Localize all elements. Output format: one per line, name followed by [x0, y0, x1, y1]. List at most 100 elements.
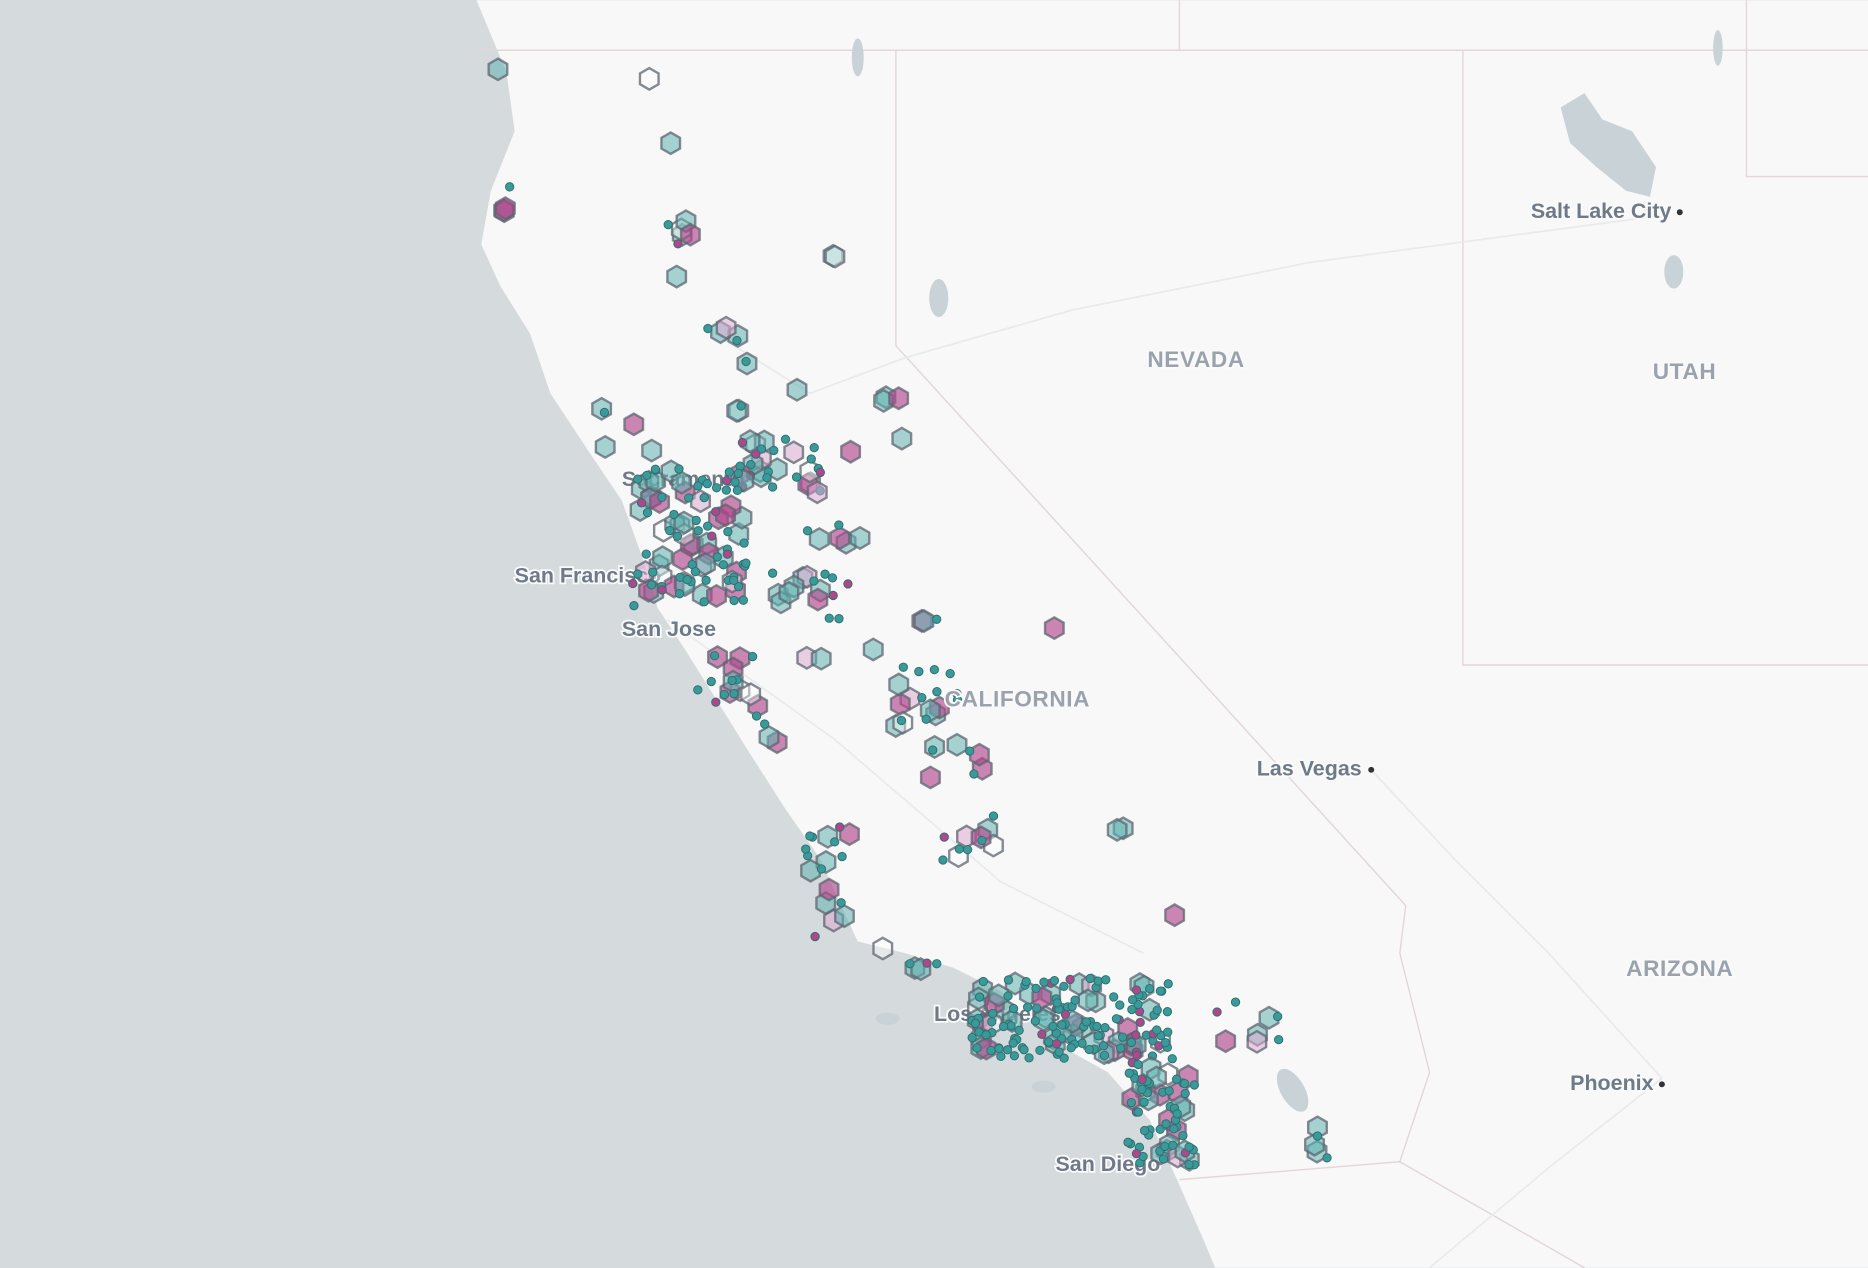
point	[827, 573, 838, 583]
point	[1019, 1045, 1029, 1055]
point	[727, 675, 737, 686]
point	[1160, 1037, 1171, 1048]
point	[780, 434, 791, 444]
city-label: Las Vegas	[1257, 756, 1362, 780]
point	[767, 568, 778, 578]
point	[952, 695, 963, 705]
point	[599, 407, 610, 418]
point	[905, 959, 915, 969]
point	[1111, 1014, 1122, 1024]
point	[1127, 995, 1138, 1005]
point	[1117, 1032, 1128, 1042]
hexbin	[968, 742, 990, 767]
point	[703, 323, 713, 334]
point	[805, 831, 815, 841]
point	[929, 665, 940, 675]
hexbin	[808, 526, 830, 552]
point	[1126, 1037, 1136, 1048]
hexbin	[891, 426, 913, 451]
point	[746, 460, 756, 470]
point	[701, 575, 711, 585]
point	[663, 220, 673, 230]
point	[1274, 1035, 1284, 1045]
city-dot	[1368, 766, 1375, 773]
point	[1131, 985, 1142, 995]
point	[969, 769, 979, 779]
hexbin	[623, 412, 645, 437]
point	[1137, 1084, 1147, 1094]
point	[1155, 1124, 1165, 1135]
hexbin	[829, 526, 851, 551]
point	[896, 715, 907, 726]
hexbin	[740, 682, 762, 707]
hexbin	[849, 525, 871, 551]
point	[932, 959, 942, 969]
point	[741, 356, 751, 367]
point	[988, 811, 999, 821]
point	[760, 719, 770, 729]
point	[828, 590, 838, 601]
hexbin	[786, 377, 808, 402]
point	[721, 476, 732, 486]
point	[1131, 1148, 1142, 1159]
hexbin	[872, 936, 894, 961]
point	[1164, 1086, 1174, 1096]
point	[1109, 992, 1119, 1002]
point	[730, 477, 740, 487]
point	[1030, 1016, 1040, 1026]
point	[1168, 1140, 1178, 1150]
point	[1178, 1131, 1188, 1141]
point	[711, 483, 722, 493]
city-dot	[1658, 1081, 1665, 1088]
hexbin	[778, 580, 800, 605]
point	[1115, 1000, 1125, 1010]
point	[965, 746, 975, 756]
point	[739, 538, 749, 548]
point	[1044, 1037, 1054, 1047]
hexbin	[594, 434, 616, 460]
point	[1189, 1080, 1200, 1090]
point	[706, 676, 716, 687]
point	[1100, 1023, 1110, 1033]
hexbin	[739, 429, 761, 454]
point	[1101, 975, 1111, 985]
point	[718, 560, 729, 570]
point	[682, 574, 692, 585]
point	[1160, 1141, 1170, 1152]
point	[1032, 1003, 1042, 1013]
point	[1180, 1088, 1190, 1099]
hexbin	[641, 438, 663, 463]
point	[816, 864, 827, 874]
point	[767, 482, 778, 492]
point	[1184, 1159, 1194, 1170]
point	[978, 976, 988, 987]
point	[1054, 1047, 1064, 1057]
point	[648, 567, 658, 577]
hexbin	[888, 386, 910, 411]
hexbin	[1077, 988, 1099, 1013]
point	[672, 531, 683, 541]
point	[690, 566, 701, 577]
point	[843, 579, 853, 589]
point	[1116, 1043, 1126, 1053]
point	[1169, 1124, 1179, 1134]
point	[732, 485, 743, 495]
point	[728, 575, 739, 586]
point	[1009, 1051, 1020, 1061]
point	[1172, 1109, 1182, 1119]
hexbin-layer	[487, 57, 1332, 1172]
point	[1035, 1045, 1045, 1056]
point	[1093, 1031, 1103, 1041]
hexbin	[1043, 615, 1065, 641]
hexbin	[806, 480, 828, 505]
hexbin	[913, 608, 935, 634]
land	[476, 0, 1868, 1268]
point	[824, 613, 834, 623]
point	[1152, 1025, 1162, 1035]
point	[711, 697, 721, 707]
point	[1059, 1053, 1069, 1063]
hexbin	[862, 637, 884, 662]
point	[981, 1030, 991, 1040]
point	[1077, 1038, 1087, 1048]
